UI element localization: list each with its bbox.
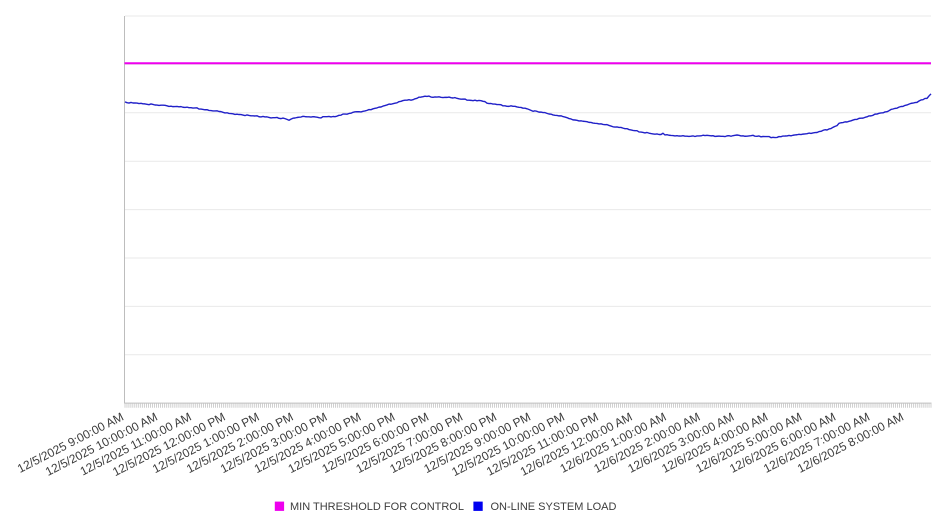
svg-text:MIN THRESHOLD FOR CONTROL: MIN THRESHOLD FOR CONTROL	[290, 501, 464, 513]
svg-text:ON-LINE SYSTEM LOAD: ON-LINE SYSTEM LOAD	[491, 501, 617, 513]
